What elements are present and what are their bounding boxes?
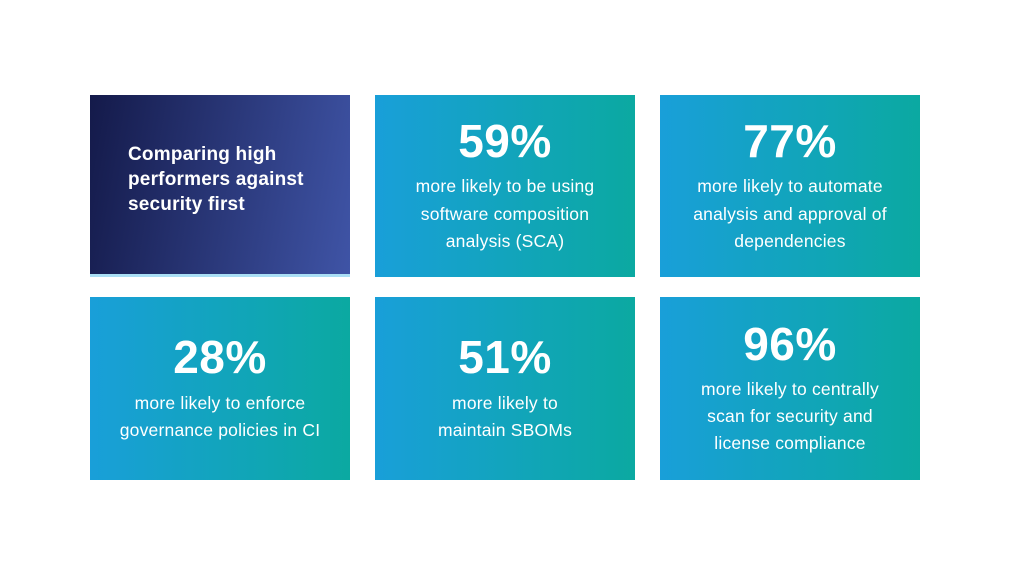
stat-description: more likely to be using software composi… bbox=[415, 176, 595, 251]
stats-grid: Comparing high performers against securi… bbox=[90, 95, 920, 480]
stat-description: more likely to maintain SBOMs bbox=[437, 392, 573, 440]
stat-description: more likely to centrally scan for securi… bbox=[701, 378, 879, 454]
stat-percent: 96% bbox=[743, 317, 837, 370]
stat-card-sbom: 51% more likely to maintain SBOMs bbox=[375, 297, 635, 480]
stat-percent: 59% bbox=[458, 115, 552, 168]
stat-card-dependency-automation: 77% more likely to automate analysis and… bbox=[660, 95, 920, 277]
stat-card-governance: 28% more likely to enforce governance po… bbox=[90, 297, 350, 480]
stat-card-compliance: 96% more likely to centrally scan for se… bbox=[660, 297, 920, 480]
intro-card-title: Comparing high performers against securi… bbox=[128, 143, 304, 216]
stat-description: more likely to enforce governance polici… bbox=[119, 392, 321, 440]
stat-description: more likely to automate analysis and app… bbox=[693, 176, 887, 251]
stat-percent: 77% bbox=[743, 115, 837, 168]
intro-card: Comparing high performers against securi… bbox=[90, 95, 350, 277]
stat-card-sca: 59% more likely to be using software com… bbox=[375, 95, 635, 277]
stat-percent: 51% bbox=[458, 331, 552, 384]
stat-percent: 28% bbox=[173, 331, 267, 384]
